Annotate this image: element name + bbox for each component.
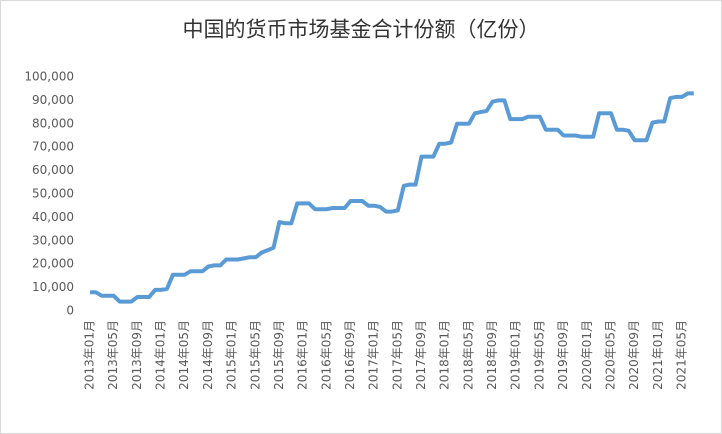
y-tick-label: 60,000 [32, 163, 74, 177]
y-tick-label: 20,000 [32, 257, 74, 271]
x-tick-label: 2021年01月 [651, 320, 665, 390]
x-tick-label: 2014年05月 [177, 320, 191, 390]
y-tick-label: 0 [66, 304, 74, 318]
x-tick-label: 2021年05月 [675, 320, 689, 390]
x-tick-label: 2016年05月 [319, 320, 333, 390]
x-tick-label: 2017年05月 [390, 320, 404, 390]
x-tick-label: 2020年01月 [580, 320, 594, 390]
x-tick-label: 2019年05月 [532, 320, 546, 390]
chart-title: 中国的货币市场基金合计份额（亿份） [183, 18, 540, 42]
y-tick-label: 10,000 [32, 280, 74, 294]
x-tick-label: 2017年09月 [414, 320, 428, 390]
x-tick-label: 2018年09月 [485, 320, 499, 390]
x-tick-label: 2019年01月 [509, 320, 523, 390]
x-tick-label: 2016年09月 [343, 320, 357, 390]
x-tick-label: 2014年09月 [201, 320, 215, 390]
x-tick-label: 2016年01月 [296, 320, 310, 390]
x-tick-label: 2013年01月 [83, 320, 97, 390]
y-tick-label: 30,000 [32, 233, 74, 247]
y-tick-label: 40,000 [32, 210, 74, 224]
y-tick-label: 70,000 [32, 140, 74, 154]
x-tick-label: 2013年09月 [130, 320, 144, 390]
y-tick-label: 80,000 [32, 116, 74, 130]
x-tick-label: 2017年01月 [367, 320, 381, 390]
data-line [90, 91, 694, 304]
y-tick-label: 90,000 [32, 93, 74, 107]
x-tick-label: 2015年05月 [248, 320, 262, 390]
x-tick-label: 2014年01月 [154, 320, 168, 390]
x-tick-label: 2020年09月 [627, 320, 641, 390]
x-tick-label: 2015年01月 [225, 320, 239, 390]
x-tick-label: 2013年05月 [106, 320, 120, 390]
x-tick-label: 2019年09月 [556, 320, 570, 390]
x-tick-label: 2015年09月 [272, 320, 286, 390]
y-tick-label: 50,000 [32, 187, 74, 201]
y-tick-label: 100,000 [24, 70, 74, 84]
x-tick-label: 2018年01月 [438, 320, 452, 390]
x-tick-label: 2018年05月 [461, 320, 475, 390]
x-tick-label: 2020年05月 [603, 320, 617, 390]
